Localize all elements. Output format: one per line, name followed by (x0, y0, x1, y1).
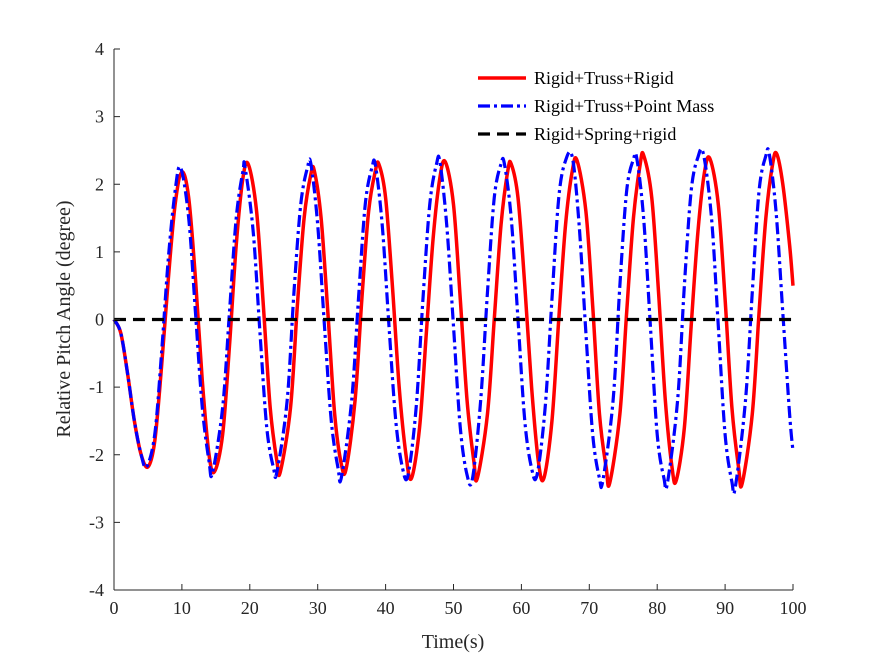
legend-label-3: Rigid+Spring+rigid (534, 124, 676, 144)
y-tick-label: -4 (89, 580, 104, 600)
y-tick-label: 3 (95, 107, 104, 127)
x-tick-label: 100 (780, 598, 807, 618)
legend-label-1: Rigid+Truss+Rigid (534, 68, 674, 88)
legend: Rigid+Truss+Rigid Rigid+Truss+Point Mass R… (478, 68, 714, 144)
x-tick-label: 40 (377, 598, 395, 618)
ticks-layer: 0 10 20 30 40 50 60 70 80 90 100 -4 -3 -2 -1 0 1 2 3 4 (89, 39, 807, 618)
y-tick-label: 1 (95, 242, 104, 262)
y-tick-label: -3 (89, 512, 104, 532)
x-tick-label: 50 (445, 598, 463, 618)
y-axis-label: Relative Pitch Angle (degree) (53, 200, 75, 437)
series-line-1 (112, 150, 795, 489)
series-layer (112, 147, 795, 496)
x-tick-label: 90 (716, 598, 734, 618)
y-tick-label: 4 (95, 39, 104, 59)
y-tick-label: 2 (95, 174, 104, 194)
x-axis-label: Time(s) (422, 631, 485, 653)
x-tick-label: 30 (309, 598, 327, 618)
x-tick-label: 70 (580, 598, 598, 618)
x-tick-label: 80 (648, 598, 666, 618)
x-tick-label: 60 (512, 598, 530, 618)
x-tick-label: 0 (110, 598, 119, 618)
y-tick-label: -1 (89, 377, 104, 397)
legend-label-2: Rigid+Truss+Point Mass (534, 96, 714, 116)
y-tick-label: 0 (95, 310, 104, 330)
x-tick-label: 10 (173, 598, 191, 618)
series-line-2 (112, 147, 795, 496)
y-tick-label: -2 (89, 445, 104, 465)
x-tick-label: 20 (241, 598, 259, 618)
